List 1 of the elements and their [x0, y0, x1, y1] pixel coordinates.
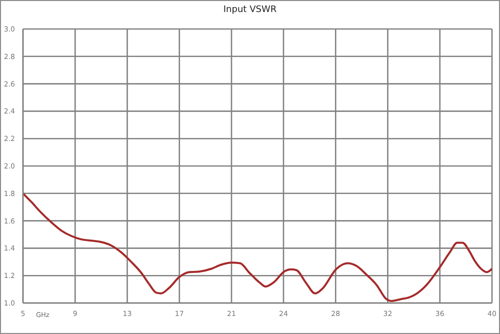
chart-title: Input VSWR [222, 5, 278, 15]
